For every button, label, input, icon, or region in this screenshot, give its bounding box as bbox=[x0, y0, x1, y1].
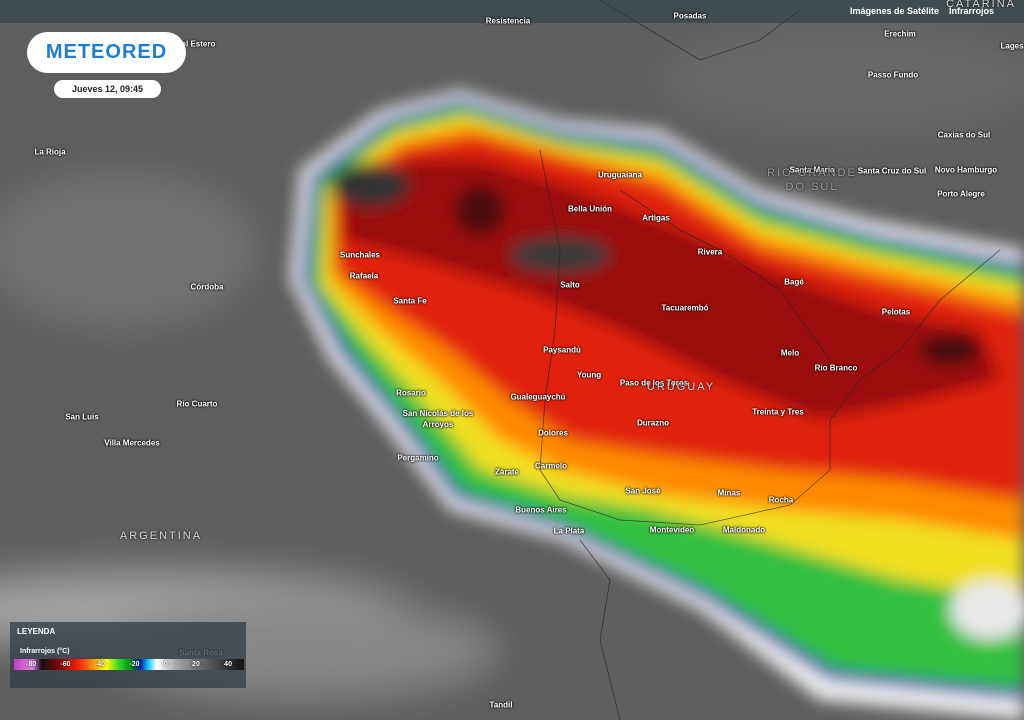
legend-tick: -80 bbox=[26, 661, 37, 668]
place-label: Uruguaiana bbox=[597, 170, 643, 180]
legend-tick: -40 bbox=[94, 661, 106, 668]
place-label: Sunchales bbox=[339, 250, 381, 260]
color-bar: -80 -60 -40 -20 0 20 40 bbox=[14, 659, 244, 670]
place-label: Pelotas bbox=[881, 307, 911, 317]
place-label: Bella Unión bbox=[567, 204, 613, 214]
region-label: ARGENTINA bbox=[119, 530, 203, 542]
place-label: Montevideo bbox=[649, 525, 695, 535]
place-label: Novo Hamburgo bbox=[934, 165, 998, 175]
place-label: Paso de los Toros bbox=[619, 378, 689, 388]
place-label: Rafaela bbox=[349, 271, 379, 281]
datetime: Jueves 12, 09:45 bbox=[54, 80, 161, 98]
layer-info: Imágenes de Satélite Infrarrojos bbox=[850, 6, 994, 16]
place-label: San Luis bbox=[65, 412, 99, 422]
place-label: Santa Fe bbox=[393, 296, 427, 306]
place-label: Villa Mercedes bbox=[104, 438, 160, 448]
place-label: Pergamino bbox=[397, 453, 439, 463]
legend: LEYENDA Infrarrojos (°C) -80 -60 -40 -20 0 20… bbox=[10, 622, 246, 688]
legend-title: LEYENDA bbox=[17, 627, 56, 636]
place-label: Paysandú bbox=[543, 345, 581, 355]
legend-tick: 40 bbox=[224, 661, 232, 668]
legend-tick: 20 bbox=[192, 661, 200, 668]
place-label: Resistencia bbox=[485, 16, 531, 26]
legend-subtitle: Infrarrojos (°C) bbox=[20, 648, 70, 655]
top-bar bbox=[0, 0, 1024, 23]
place-label: Passo Fundo bbox=[867, 70, 919, 80]
place-label: Caxias do Sul bbox=[937, 130, 991, 140]
place-label: La Rioja bbox=[34, 147, 66, 157]
place-label: Tandil bbox=[489, 700, 513, 710]
place-label: Dolores bbox=[538, 428, 568, 438]
place-label: Artigas bbox=[642, 213, 670, 223]
place-label: Durazno bbox=[637, 418, 669, 428]
place-label: Bagé bbox=[784, 277, 804, 287]
legend-tick: -20 bbox=[129, 661, 140, 668]
region-label: URUGUAY bbox=[646, 381, 716, 393]
place-label: Minas bbox=[717, 488, 741, 498]
place-label: San José bbox=[625, 486, 661, 496]
place-label: Gualeguaychú bbox=[510, 392, 566, 402]
place-label: Maldonado bbox=[722, 525, 766, 535]
logo[interactable]: METEORED bbox=[27, 32, 186, 73]
region-label: CATARINA bbox=[946, 0, 1016, 10]
place-label: Rivera bbox=[697, 247, 723, 257]
place-label: Melo bbox=[780, 348, 800, 358]
place-label: Rio Branco bbox=[814, 363, 858, 373]
place-label: Rocha bbox=[768, 495, 794, 505]
place-label: Santa Maria bbox=[789, 165, 835, 175]
place-label: Rosario bbox=[396, 388, 426, 398]
place-label: Tacuarembó bbox=[661, 303, 709, 313]
place-label: Treinta y Tres bbox=[752, 407, 804, 417]
place-label: Erechim bbox=[884, 29, 916, 39]
layer[interactable]: Infrarrojos bbox=[949, 6, 995, 16]
place-label: Lages bbox=[1000, 41, 1024, 51]
place-label: Buenos Aires bbox=[515, 505, 567, 515]
region-label: RIO GRANDE DO SUL bbox=[767, 167, 857, 193]
place-label: Young bbox=[576, 370, 602, 380]
product[interactable]: Imágenes de Satélite bbox=[850, 6, 940, 16]
place-label: Río Cuarto bbox=[176, 399, 218, 409]
place-label: Zárate bbox=[494, 467, 520, 477]
place-label: Salto bbox=[560, 280, 580, 290]
place-label: Porto Alegre bbox=[937, 189, 985, 199]
place-label: San Nicolás de los Arroyos bbox=[402, 409, 474, 429]
place-label: Santa Cruz do Sul bbox=[857, 166, 927, 176]
legend-tick: 0 bbox=[163, 661, 168, 668]
place-label: Posadas bbox=[673, 11, 707, 21]
place-label: Carmelo bbox=[534, 461, 568, 471]
legend-tick: -60 bbox=[60, 661, 71, 668]
place-label: La Plata bbox=[553, 526, 585, 536]
place-label: Córdoba bbox=[190, 282, 224, 292]
